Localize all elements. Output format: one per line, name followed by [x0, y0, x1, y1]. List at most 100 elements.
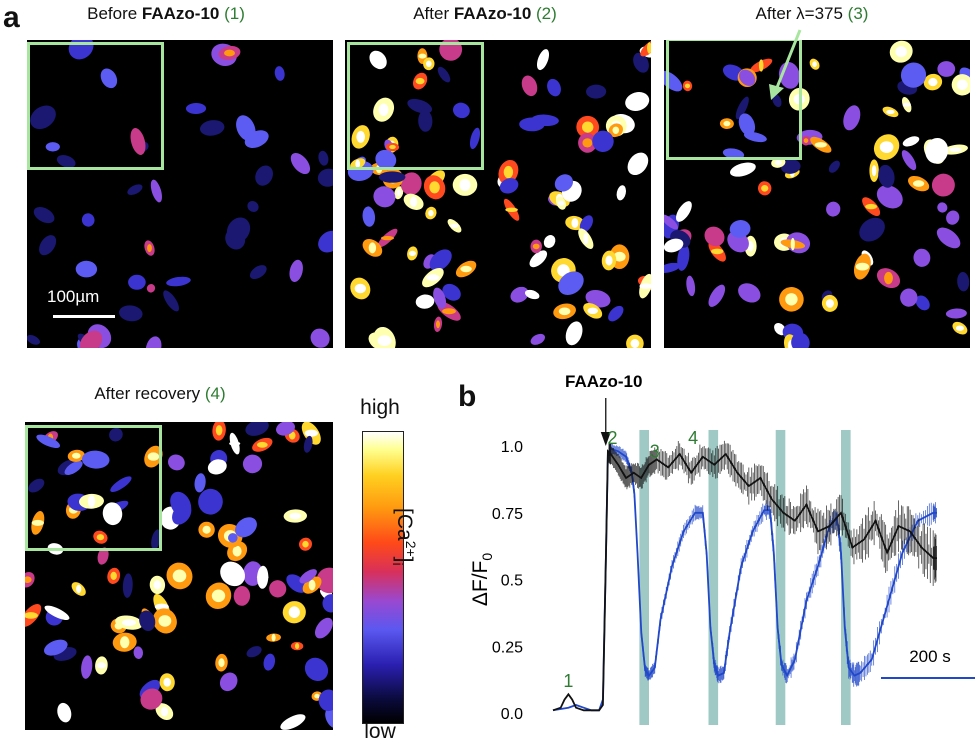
image-1-title-pre: Before [87, 4, 142, 23]
cell-core [774, 160, 782, 166]
y-tick-label: 1.0 [501, 439, 523, 456]
cell [519, 117, 545, 132]
cell [185, 102, 207, 115]
cell-core [532, 243, 540, 250]
cell [145, 336, 162, 348]
cell [316, 567, 333, 594]
cell-core [218, 658, 225, 668]
cell [68, 40, 94, 60]
cell-core [812, 61, 817, 68]
cell [780, 159, 801, 174]
cell [168, 454, 185, 471]
cell [936, 227, 961, 249]
image-4-title: After recovery (4) [94, 384, 225, 404]
cell-core [256, 574, 269, 581]
cell [843, 105, 861, 131]
cell [901, 150, 917, 171]
image-1-title: Before FAAzo-10 (1) [87, 4, 245, 24]
cell-core [582, 138, 593, 148]
panel-b-letter: b [458, 380, 477, 413]
cell [957, 272, 970, 292]
cell-core [72, 452, 81, 459]
cell [558, 271, 584, 296]
cell [27, 335, 41, 345]
roi-box [666, 40, 802, 160]
cell [263, 653, 276, 671]
cell [33, 207, 55, 224]
light-arrow-shaft [774, 29, 802, 91]
cell [244, 130, 269, 148]
cell [274, 66, 285, 81]
cell-core [546, 238, 553, 245]
cell [133, 646, 144, 659]
cell-core [871, 165, 877, 177]
cell-core [612, 126, 620, 134]
cell-core [415, 77, 425, 85]
cell [469, 127, 481, 150]
light-band [841, 429, 851, 725]
cell-core [761, 185, 769, 192]
cell-core [568, 329, 581, 338]
cell-core [426, 60, 432, 67]
cell [585, 289, 611, 308]
cell [325, 708, 333, 729]
cell [36, 434, 61, 448]
cell [452, 102, 470, 119]
cell [100, 68, 118, 89]
cell-core [908, 137, 914, 146]
cell-core [106, 508, 119, 519]
panel-a-letter: a [3, 1, 20, 34]
cell-core [684, 83, 691, 89]
cell-core [96, 662, 106, 669]
cell [127, 184, 143, 196]
cell-core [215, 425, 223, 436]
cell [826, 201, 841, 217]
cell [931, 173, 955, 197]
cell [677, 244, 690, 271]
cell [362, 206, 376, 227]
cell [269, 580, 287, 598]
cell-core [436, 320, 440, 329]
cell-core [122, 619, 136, 626]
y-tick-label: 0.25 [492, 639, 523, 656]
cell [289, 259, 303, 283]
cell-core [736, 166, 750, 173]
cell [81, 213, 95, 227]
cell [170, 491, 192, 518]
cell [433, 287, 447, 309]
cell-core [460, 265, 472, 273]
cell [150, 179, 162, 203]
roi-box [347, 42, 484, 170]
cell-core [855, 262, 870, 271]
cell [246, 646, 262, 658]
micrograph-after-light [664, 40, 970, 348]
cell-core [213, 462, 221, 472]
cell-core [302, 540, 309, 548]
cell-core [158, 615, 172, 627]
cell-core [163, 677, 171, 687]
cell-core [630, 339, 640, 348]
light-band [775, 429, 786, 725]
cell-core [902, 102, 911, 107]
y-tick-label: 0.5 [501, 573, 523, 590]
event-number-1: 1 [563, 671, 573, 691]
cell [946, 210, 960, 225]
cell-core [613, 251, 626, 262]
cell [530, 333, 545, 345]
cell [166, 276, 191, 287]
cell-core [59, 709, 70, 716]
cell-core [639, 283, 651, 289]
cell [317, 168, 333, 187]
cell-core [711, 248, 724, 255]
cell [75, 260, 98, 278]
y-axis-label-sub: 0 [479, 553, 495, 561]
cell-core [930, 145, 944, 157]
cell [915, 295, 930, 311]
cell-core [557, 264, 570, 277]
cell [664, 262, 681, 273]
cell [900, 62, 927, 88]
cell-core [224, 49, 235, 57]
cell [109, 427, 123, 442]
y-tick-label: 0.0 [501, 706, 523, 723]
